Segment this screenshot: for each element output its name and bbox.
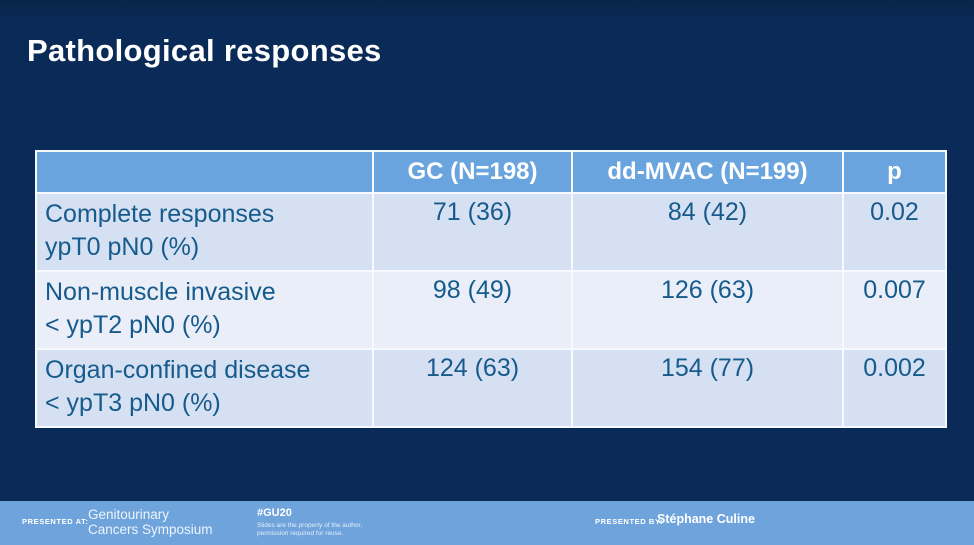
row-label-line1: Complete responses xyxy=(45,200,275,228)
row-value-ddmvac: 126 (63) xyxy=(573,272,842,348)
results-table: GC (N=198) dd-MVAC (N=199) p Complete re… xyxy=(35,150,947,428)
row-value-p: 0.02 xyxy=(844,194,945,270)
row-label: Complete responses ypT0 pN0 (%) xyxy=(37,194,372,270)
row-value-ddmvac: 84 (42) xyxy=(573,194,842,270)
row-label: Non-muscle invasive < ypT2 pN0 (%) xyxy=(37,272,372,348)
slide-title: Pathological responses xyxy=(27,33,382,68)
row-value-p: 0.002 xyxy=(844,350,945,426)
row-label-line1: Non-muscle invasive xyxy=(45,278,276,306)
row-label-line2: < ypT3 pN0 (%) xyxy=(45,389,221,417)
row-value-gc: 124 (63) xyxy=(374,350,571,426)
row-label: Organ-confined disease < ypT3 pN0 (%) xyxy=(37,350,372,426)
row-label-line1: Organ-confined disease xyxy=(45,356,311,384)
slide-disclaimer: Slides are the property of the author, p… xyxy=(257,522,362,538)
presented-by-label: PRESENTED BY: xyxy=(595,517,664,526)
header-cell-empty xyxy=(37,152,372,192)
presented-at-label: PRESENTED AT: xyxy=(22,517,89,526)
row-value-ddmvac: 154 (77) xyxy=(573,350,842,426)
header-cell-p: p xyxy=(844,152,945,192)
presenter-name: Stéphane Culine xyxy=(657,512,755,526)
row-label-line2: ypT0 pN0 (%) xyxy=(45,233,200,261)
header-cell-gc: GC (N=198) xyxy=(374,152,571,192)
disclaimer-line2: permission required for reuse. xyxy=(257,530,344,537)
footer-band: PRESENTED AT: Genitourinary Cancers Symp… xyxy=(0,501,974,545)
event-name-line2: Cancers Symposium xyxy=(88,522,213,537)
event-name-line1: Genitourinary xyxy=(88,507,170,522)
row-value-gc: 71 (36) xyxy=(374,194,571,270)
event-hashtag: #GU20 xyxy=(257,507,292,519)
row-label-line2: < ypT2 pN0 (%) xyxy=(45,311,221,339)
disclaimer-line1: Slides are the property of the author, xyxy=(257,522,363,529)
header-cell-ddmvac: dd-MVAC (N=199) xyxy=(573,152,842,192)
row-value-p: 0.007 xyxy=(844,272,945,348)
row-value-gc: 98 (49) xyxy=(374,272,571,348)
event-name: Genitourinary Cancers Symposium xyxy=(88,507,213,537)
